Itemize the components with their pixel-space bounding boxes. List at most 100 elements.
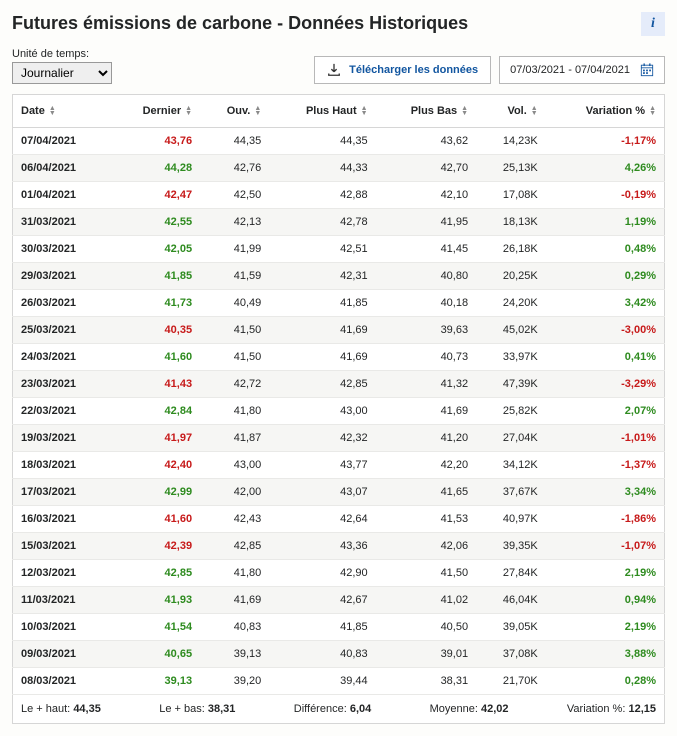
cell-last: 41,85 bbox=[110, 263, 200, 290]
cell-last: 41,60 bbox=[110, 344, 200, 371]
table-row[interactable]: 01/04/202142,4742,5042,8842,1017,08K-0,1… bbox=[13, 182, 665, 209]
cell-date: 09/03/2021 bbox=[13, 641, 111, 668]
cell-high: 44,35 bbox=[269, 128, 375, 155]
column-header[interactable]: Date▲▼ bbox=[13, 95, 111, 128]
cell-last: 41,73 bbox=[110, 290, 200, 317]
cell-high: 43,36 bbox=[269, 533, 375, 560]
table-row[interactable]: 25/03/202140,3541,5041,6939,6345,02K-3,0… bbox=[13, 317, 665, 344]
download-label: Télécharger les données bbox=[349, 64, 478, 76]
table-row[interactable]: 10/03/202141,5440,8341,8540,5039,05K2,19… bbox=[13, 614, 665, 641]
cell-low: 39,01 bbox=[376, 641, 476, 668]
calendar-icon bbox=[640, 63, 654, 77]
cell-open: 43,00 bbox=[200, 452, 269, 479]
cell-high: 41,85 bbox=[269, 290, 375, 317]
cell-low: 42,10 bbox=[376, 182, 476, 209]
cell-last: 42,47 bbox=[110, 182, 200, 209]
time-unit-label: Unité de temps: bbox=[12, 48, 112, 60]
cell-date: 24/03/2021 bbox=[13, 344, 111, 371]
cell-open: 42,85 bbox=[200, 533, 269, 560]
cell-date: 16/03/2021 bbox=[13, 506, 111, 533]
cell-high: 42,32 bbox=[269, 425, 375, 452]
table-row[interactable]: 29/03/202141,8541,5942,3140,8020,25K0,29… bbox=[13, 263, 665, 290]
cell-last: 43,76 bbox=[110, 128, 200, 155]
sort-icon: ▲▼ bbox=[531, 106, 538, 116]
cell-vol: 18,13K bbox=[476, 209, 546, 236]
cell-vol: 17,08K bbox=[476, 182, 546, 209]
cell-change: 2,19% bbox=[546, 614, 665, 641]
cell-change: 2,07% bbox=[546, 398, 665, 425]
cell-change: 4,26% bbox=[546, 155, 665, 182]
cell-date: 22/03/2021 bbox=[13, 398, 111, 425]
cell-vol: 27,04K bbox=[476, 425, 546, 452]
table-row[interactable]: 17/03/202142,9942,0043,0741,6537,67K3,34… bbox=[13, 479, 665, 506]
cell-high: 43,00 bbox=[269, 398, 375, 425]
table-row[interactable]: 22/03/202142,8441,8043,0041,6925,82K2,07… bbox=[13, 398, 665, 425]
cell-high: 42,67 bbox=[269, 587, 375, 614]
cell-date: 23/03/2021 bbox=[13, 371, 111, 398]
cell-vol: 47,39K bbox=[476, 371, 546, 398]
cell-change: 0,28% bbox=[546, 668, 665, 695]
column-header[interactable]: Ouv.▲▼ bbox=[200, 95, 269, 128]
cell-open: 39,13 bbox=[200, 641, 269, 668]
column-header[interactable]: Dernier▲▼ bbox=[110, 95, 200, 128]
cell-date: 17/03/2021 bbox=[13, 479, 111, 506]
table-row[interactable]: 30/03/202142,0541,9942,5141,4526,18K0,48… bbox=[13, 236, 665, 263]
cell-open: 42,13 bbox=[200, 209, 269, 236]
cell-open: 40,49 bbox=[200, 290, 269, 317]
table-row[interactable]: 11/03/202141,9341,6942,6741,0246,04K0,94… bbox=[13, 587, 665, 614]
column-header[interactable]: Variation %▲▼ bbox=[546, 95, 665, 128]
table-row[interactable]: 24/03/202141,6041,5041,6940,7333,97K0,41… bbox=[13, 344, 665, 371]
cell-change: -1,01% bbox=[546, 425, 665, 452]
table-row[interactable]: 06/04/202144,2842,7644,3342,7025,13K4,26… bbox=[13, 155, 665, 182]
cell-open: 41,80 bbox=[200, 560, 269, 587]
cell-date: 01/04/2021 bbox=[13, 182, 111, 209]
cell-low: 41,65 bbox=[376, 479, 476, 506]
cell-low: 40,73 bbox=[376, 344, 476, 371]
table-row[interactable]: 15/03/202142,3942,8543,3642,0639,35K-1,0… bbox=[13, 533, 665, 560]
cell-open: 42,50 bbox=[200, 182, 269, 209]
cell-change: 2,19% bbox=[546, 560, 665, 587]
cell-date: 07/04/2021 bbox=[13, 128, 111, 155]
cell-last: 41,60 bbox=[110, 506, 200, 533]
cell-low: 40,50 bbox=[376, 614, 476, 641]
table-row[interactable]: 18/03/202142,4043,0043,7742,2034,12K-1,3… bbox=[13, 452, 665, 479]
column-header[interactable]: Vol.▲▼ bbox=[476, 95, 546, 128]
cell-date: 15/03/2021 bbox=[13, 533, 111, 560]
date-range-picker[interactable]: 07/03/2021 - 07/04/2021 bbox=[499, 56, 665, 84]
summary-row: Le + haut: 44,35 Le + bas: 38,31 Différe… bbox=[21, 703, 656, 715]
cell-open: 41,50 bbox=[200, 317, 269, 344]
table-row[interactable]: 09/03/202140,6539,1340,8339,0137,08K3,88… bbox=[13, 641, 665, 668]
column-header[interactable]: Plus Haut▲▼ bbox=[269, 95, 375, 128]
cell-vol: 20,25K bbox=[476, 263, 546, 290]
time-unit-select[interactable]: Journalier bbox=[12, 62, 112, 84]
cell-open: 41,59 bbox=[200, 263, 269, 290]
cell-high: 41,85 bbox=[269, 614, 375, 641]
cell-high: 42,64 bbox=[269, 506, 375, 533]
column-header[interactable]: Plus Bas▲▼ bbox=[376, 95, 476, 128]
cell-change: -1,07% bbox=[546, 533, 665, 560]
cell-open: 42,00 bbox=[200, 479, 269, 506]
table-row[interactable]: 26/03/202141,7340,4941,8540,1824,20K3,42… bbox=[13, 290, 665, 317]
table-row[interactable]: 07/04/202143,7644,3544,3543,6214,23K-1,1… bbox=[13, 128, 665, 155]
cell-date: 26/03/2021 bbox=[13, 290, 111, 317]
table-row[interactable]: 16/03/202141,6042,4342,6441,5340,97K-1,8… bbox=[13, 506, 665, 533]
cell-change: 3,88% bbox=[546, 641, 665, 668]
table-row[interactable]: 23/03/202141,4342,7242,8541,3247,39K-3,2… bbox=[13, 371, 665, 398]
cell-last: 40,35 bbox=[110, 317, 200, 344]
info-button[interactable]: i bbox=[641, 12, 665, 36]
download-button[interactable]: Télécharger les données bbox=[314, 56, 491, 84]
cell-open: 44,35 bbox=[200, 128, 269, 155]
sort-icon: ▲▼ bbox=[49, 106, 56, 116]
sort-icon: ▲▼ bbox=[361, 106, 368, 116]
cell-open: 39,20 bbox=[200, 668, 269, 695]
table-row[interactable]: 08/03/202139,1339,2039,4438,3121,70K0,28… bbox=[13, 668, 665, 695]
table-row[interactable]: 12/03/202142,8541,8042,9041,5027,84K2,19… bbox=[13, 560, 665, 587]
cell-low: 41,20 bbox=[376, 425, 476, 452]
cell-high: 42,90 bbox=[269, 560, 375, 587]
cell-vol: 27,84K bbox=[476, 560, 546, 587]
cell-open: 41,80 bbox=[200, 398, 269, 425]
table-row[interactable]: 19/03/202141,9741,8742,3241,2027,04K-1,0… bbox=[13, 425, 665, 452]
cell-date: 11/03/2021 bbox=[13, 587, 111, 614]
table-row[interactable]: 31/03/202142,5542,1342,7841,9518,13K1,19… bbox=[13, 209, 665, 236]
cell-vol: 37,08K bbox=[476, 641, 546, 668]
